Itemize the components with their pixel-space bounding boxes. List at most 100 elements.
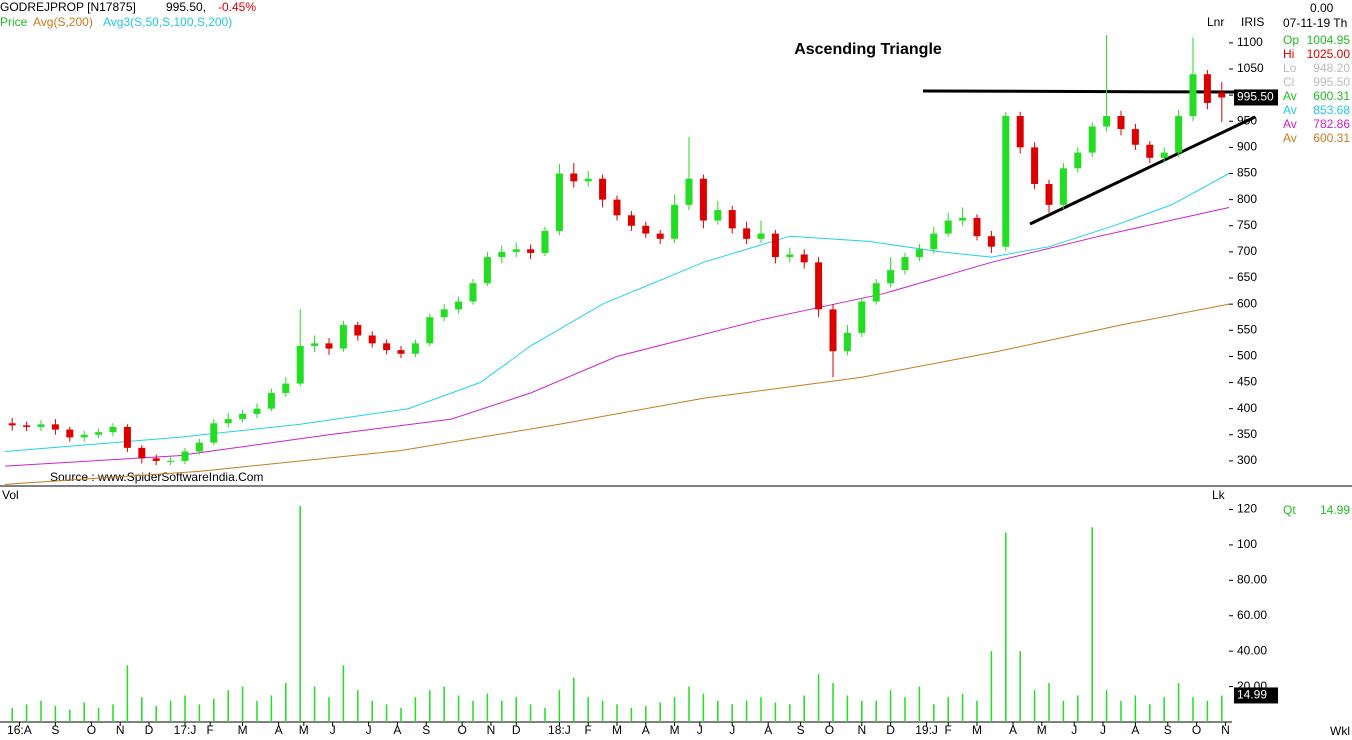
volume-bar <box>817 674 820 722</box>
study: IRIS <box>1241 15 1264 29</box>
x-tick-label: A <box>764 723 772 737</box>
x-tick-label: N <box>857 723 866 737</box>
candle-body <box>887 270 895 284</box>
volume-bar <box>961 693 964 722</box>
candle-body <box>599 178 607 200</box>
volume-bar <box>515 697 517 722</box>
x-tick-label: N <box>1221 723 1230 737</box>
volume-bar <box>1163 697 1165 722</box>
y-tick-label: 80.00 <box>1237 572 1267 586</box>
volume-bar <box>918 686 921 722</box>
volume-bar <box>601 700 604 722</box>
y-tick-label: 120 <box>1237 502 1257 516</box>
candle-body <box>339 325 347 349</box>
candle-body <box>66 429 74 438</box>
candle-body <box>555 173 563 231</box>
x-tick-label: F <box>585 723 592 737</box>
volume-bar <box>1192 697 1194 722</box>
candle-body <box>901 257 909 271</box>
candle-body <box>1088 126 1096 153</box>
y-tick-label: 700 <box>1237 244 1257 258</box>
volume-bar <box>846 695 849 722</box>
x-tick-label: A <box>1009 723 1017 737</box>
volume-bar <box>54 706 57 722</box>
volume-bar <box>702 693 705 722</box>
resistance-line <box>922 89 1236 94</box>
x-tick-label: M <box>972 723 982 737</box>
volume-bar <box>1221 695 1223 722</box>
volume-bar <box>904 697 906 722</box>
candle-body <box>498 251 506 258</box>
candle-body <box>1002 116 1010 247</box>
volume-bar <box>1062 700 1065 722</box>
volume-bar <box>832 683 834 722</box>
volume-bar <box>112 704 114 722</box>
info-label: Av <box>1283 89 1297 103</box>
candle-body <box>973 217 981 237</box>
x-tick-label: J <box>366 723 372 737</box>
volume-bar <box>1177 683 1180 722</box>
x-tick-label: M <box>299 723 309 737</box>
candle-body <box>109 426 117 433</box>
x-tick-label: M <box>670 723 680 737</box>
candle-body <box>512 249 520 252</box>
volume-bar <box>1048 683 1050 722</box>
info-label: Hi <box>1283 47 1294 61</box>
y-tick-label: 650 <box>1237 270 1257 284</box>
volume-bar <box>97 707 100 722</box>
volume-bar <box>1005 532 1007 722</box>
candle-body <box>411 343 419 354</box>
volume-bar <box>630 707 633 722</box>
x-tick-label: D <box>145 723 154 737</box>
volume-bar <box>371 700 373 722</box>
volume-bar <box>457 695 460 722</box>
volume-bar <box>803 695 805 722</box>
legend-item: Avg3(S,50,S,100,S,200) <box>103 15 232 29</box>
info-value: 600.31 <box>1313 89 1350 103</box>
y-tick-label: 900 <box>1237 140 1257 154</box>
candle-body <box>152 458 160 461</box>
volume-bar <box>11 707 13 722</box>
y-tick-label: 450 <box>1237 375 1257 389</box>
support-line <box>1029 115 1256 226</box>
y-tick-label: 850 <box>1237 166 1257 180</box>
volume-bar <box>1120 700 1122 722</box>
x-tick-label: J <box>1071 723 1077 737</box>
candle-body <box>685 178 693 205</box>
y-tick-label: 1100 <box>1237 35 1263 49</box>
x-tick-label: N <box>487 723 496 737</box>
info-label: Cl <box>1283 75 1294 89</box>
volume-bar <box>1134 695 1137 722</box>
candle-body <box>210 423 218 443</box>
volume-bar <box>717 700 719 722</box>
info-value: 782.86 <box>1313 117 1350 131</box>
volume-bar <box>774 702 777 722</box>
info-label: Av <box>1283 131 1297 145</box>
x-tick-label: M <box>238 723 248 737</box>
candle-body <box>1203 74 1211 103</box>
symbol: GODREJPROP [N17875] <box>0 0 136 14</box>
info-value: 1004.95 <box>1307 33 1351 47</box>
volume-bar <box>688 686 690 722</box>
volume-bar <box>745 700 748 722</box>
x-tick-label: M <box>1037 723 1047 737</box>
candle-body <box>613 199 621 216</box>
candle-body <box>872 283 880 302</box>
x-tick-label: A <box>393 723 401 737</box>
candle-body <box>915 249 923 258</box>
candle-body <box>642 225 650 234</box>
info-label: Lo <box>1283 61 1297 75</box>
candle-body <box>1131 129 1139 145</box>
y-tick-label: 950 <box>1237 113 1257 127</box>
candle-body <box>743 228 751 239</box>
candle-body <box>51 424 59 430</box>
volume-bar <box>357 690 359 722</box>
candle-body <box>656 233 664 239</box>
candle-body <box>800 254 808 263</box>
volume-bar <box>933 704 935 722</box>
volume-bar <box>501 700 503 722</box>
candle-body <box>527 249 535 253</box>
volume-bar <box>1019 651 1021 722</box>
source: Source : www.SpiderSoftwareIndia.Com <box>50 470 263 484</box>
